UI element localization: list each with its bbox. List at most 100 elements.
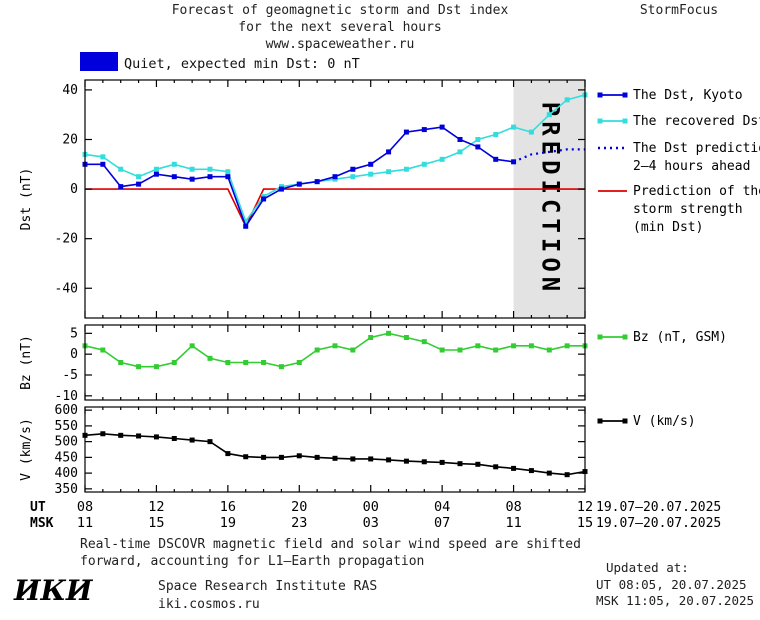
dst-kyoto-marker xyxy=(278,186,284,192)
y-tick-label: 20 xyxy=(62,133,78,148)
dst-kyoto-marker xyxy=(439,124,445,130)
solar-wind-speed-marker xyxy=(207,439,213,445)
solar-wind-speed-marker xyxy=(136,433,142,439)
storm-strength-prediction-legend-label: storm strength xyxy=(633,202,743,217)
recovered-dst-marker xyxy=(189,166,195,172)
dst-kyoto-legend-marker xyxy=(622,92,628,98)
dst-kyoto-marker xyxy=(386,149,392,155)
y-tick-label: -40 xyxy=(55,281,78,296)
solar-wind-speed-marker xyxy=(546,470,552,476)
footnote-line2: forward, accounting for L1–Earth propaga… xyxy=(80,554,425,569)
dst-prediction-legend-label: The Dst prediction xyxy=(633,141,760,156)
prediction-band xyxy=(513,80,585,318)
dst-kyoto-marker xyxy=(225,174,231,180)
y-tick-label: 0 xyxy=(70,182,78,197)
recovered-dst-marker xyxy=(403,166,409,172)
x-tick-label-msk: 15 xyxy=(577,515,593,531)
bz-gsm-legend-marker xyxy=(622,334,628,340)
recovered-dst-marker xyxy=(100,154,106,160)
solar-wind-speed-marker xyxy=(403,458,409,464)
y-tick-label: 5 xyxy=(70,326,78,341)
dst-kyoto-marker xyxy=(368,161,374,167)
bz-gsm-line xyxy=(84,332,585,368)
institute-name: Space Research Institute RAS xyxy=(158,579,378,594)
bz-gsm-marker xyxy=(171,360,177,365)
y-tick-label: 40 xyxy=(62,83,78,98)
bz-gsm-marker xyxy=(421,339,427,345)
solar-wind-speed-marker xyxy=(153,434,159,440)
bz-gsm-marker xyxy=(225,360,231,365)
recovered-dst-marker xyxy=(457,149,463,155)
prediction-band-label: PREDICTION xyxy=(536,102,564,297)
bz-gsm-marker xyxy=(118,360,124,365)
solar-wind-speed-marker xyxy=(439,459,445,465)
bz-gsm-marker xyxy=(207,355,213,361)
bz-gsm-marker xyxy=(475,343,481,349)
solar-wind-speed-marker xyxy=(421,459,427,465)
bz-gsm-marker xyxy=(386,330,392,336)
x-tick-label-ut: 08 xyxy=(505,499,521,515)
bz-gsm-marker xyxy=(278,364,284,370)
bz-gsm-marker xyxy=(314,347,320,353)
recovered-dst-marker xyxy=(153,166,159,172)
storm-level-swatch xyxy=(80,52,118,71)
x-tick-label-msk: 11 xyxy=(505,515,521,531)
dst-kyoto-marker xyxy=(403,129,409,135)
dst-kyoto-marker xyxy=(296,181,302,187)
y-tick-label: 350 xyxy=(55,482,78,497)
date-range-msk: 19.07–20.07.2025 xyxy=(596,516,721,531)
v-axis-title: V (km/s) xyxy=(19,418,34,481)
solar-wind-speed-marker xyxy=(278,454,284,460)
recovered-dst-marker xyxy=(386,169,392,175)
updated-msk: MSK 11:05, 20.07.2025 xyxy=(596,593,755,608)
recovered-dst-marker xyxy=(368,171,374,177)
recovered-dst-line xyxy=(84,94,586,223)
bz-gsm-marker xyxy=(136,364,142,370)
solar-wind-speed-marker xyxy=(332,455,338,461)
bz-plot-box xyxy=(84,324,586,401)
bz-gsm-marker xyxy=(100,347,106,353)
dst-kyoto-marker xyxy=(314,179,320,185)
x-tick-label-ut: 00 xyxy=(363,499,379,515)
bz-gsm-marker xyxy=(439,347,445,353)
storm-strength-prediction-legend-label: (min Dst) xyxy=(633,220,703,235)
dst-kyoto-marker xyxy=(421,127,427,133)
solar-wind-speed-marker xyxy=(189,437,195,443)
recovered-dst-marker xyxy=(243,218,249,224)
solar-wind-speed-marker xyxy=(564,472,570,478)
solar-wind-speed-marker xyxy=(511,465,517,471)
bz-gsm-marker xyxy=(243,360,249,365)
x-tick-label-msk: 23 xyxy=(291,515,307,531)
dst-kyoto-marker xyxy=(136,181,142,187)
recovered-dst-marker xyxy=(475,137,481,142)
x-tick-label-ut: 08 xyxy=(77,499,93,515)
bz-gsm-marker xyxy=(153,364,159,370)
recovered-dst-marker xyxy=(136,174,142,180)
dst-kyoto-marker xyxy=(261,196,267,202)
ut-row-label: UT xyxy=(30,500,46,515)
bz-gsm-marker xyxy=(403,335,409,340)
page-title-line2: for the next several hours xyxy=(238,20,442,35)
solar-wind-speed-marker xyxy=(368,456,374,462)
bz-gsm-marker xyxy=(511,343,517,349)
solar-wind-speed-legend-label: V (km/s) xyxy=(633,414,696,429)
y-tick-label: 550 xyxy=(55,419,78,434)
recovered-dst-marker xyxy=(421,161,427,167)
bz-gsm-marker xyxy=(528,343,534,349)
recovered-dst-marker xyxy=(493,132,499,138)
dst-prediction-legend-label: 2–4 hours ahead xyxy=(633,159,750,174)
y-tick-label: 500 xyxy=(55,435,78,450)
dst-kyoto-marker xyxy=(100,161,106,167)
page-title-line1: Forecast of geomagnetic storm and Dst in… xyxy=(171,3,509,18)
y-tick-label: -5 xyxy=(62,368,78,383)
dst-kyoto-marker xyxy=(189,176,195,182)
x-tick-label-msk: 15 xyxy=(148,515,164,531)
bz-gsm-marker xyxy=(261,360,267,365)
y-tick-label: -20 xyxy=(55,232,78,247)
bz-gsm-marker xyxy=(457,347,463,353)
solar-wind-speed-legend-marker xyxy=(622,418,628,424)
brand-label: StormFocus xyxy=(639,3,719,18)
dst-kyoto-marker xyxy=(153,171,159,177)
updated-at-label: Updated at: xyxy=(606,560,689,575)
